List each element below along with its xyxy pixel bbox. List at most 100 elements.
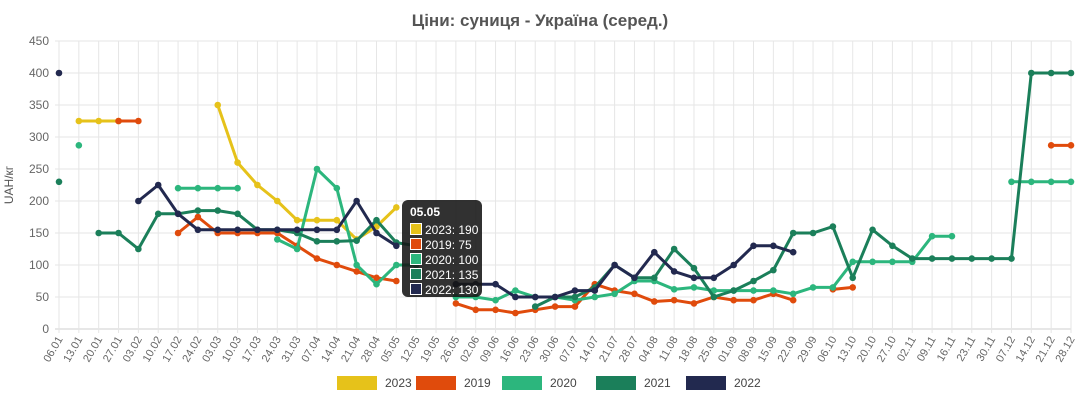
legend-label: 2019: [464, 376, 491, 390]
data-point: [611, 261, 618, 269]
data-point: [591, 293, 599, 301]
data-point: [55, 69, 63, 77]
series-line-2019: [454, 282, 795, 315]
data-point: [234, 210, 241, 218]
data-point: [770, 287, 777, 294]
data-point: [631, 274, 638, 282]
data-point: [353, 268, 360, 275]
data-point: [1067, 178, 1075, 186]
data-point: [531, 293, 539, 301]
data-point: [1008, 255, 1015, 262]
data-point: [333, 238, 341, 245]
data-point: [611, 290, 618, 298]
data-point: [135, 245, 142, 253]
y-tick-label: 100: [29, 258, 49, 272]
data-point: [333, 216, 341, 224]
data-point: [650, 298, 658, 305]
data-point: [273, 236, 281, 243]
series-line-2021: [533, 71, 1073, 309]
tooltip-swatch: [410, 283, 422, 295]
data-point: [254, 226, 261, 234]
data-point: [353, 237, 360, 244]
data-point: [670, 268, 678, 275]
data-point: [750, 287, 757, 294]
tooltip-label: 2021: 135: [425, 268, 479, 282]
data-point: [194, 213, 202, 221]
legend: 2023 2019 2020 2021 2022: [0, 370, 1080, 394]
tooltip-label: 2019: 75: [425, 238, 472, 252]
x-tick-label: 16.11: [935, 335, 959, 364]
data-point: [1067, 69, 1075, 77]
data-point: [95, 229, 102, 237]
data-point: [1008, 178, 1015, 186]
data-point: [333, 261, 341, 269]
data-point: [273, 226, 281, 234]
tooltip-swatch: [410, 223, 422, 235]
data-point: [293, 226, 301, 234]
data-point: [492, 280, 499, 288]
data-point: [1047, 178, 1055, 186]
legend-swatch: [686, 376, 726, 390]
data-point: [690, 274, 698, 282]
data-point: [809, 229, 817, 237]
tooltip-row: 2023: 190: [410, 223, 478, 237]
data-point: [829, 223, 837, 230]
data-point: [591, 287, 599, 294]
x-tick-label: 28.12: [1053, 335, 1077, 365]
y-tick-label: 350: [29, 98, 49, 112]
data-point: [254, 181, 261, 189]
data-point: [531, 303, 539, 310]
data-point: [194, 184, 202, 192]
legend-label: 2022: [734, 376, 761, 390]
y-axis-label: UAH/кг: [2, 165, 16, 204]
data-point: [670, 286, 678, 293]
data-point: [492, 296, 499, 304]
chart-title: Ціни: суниця - Україна (серед.): [412, 11, 668, 30]
legend-swatch: [416, 376, 456, 390]
y-tick-label: 50: [36, 290, 50, 304]
y-tick-label: 250: [29, 162, 49, 176]
tooltip-label: 2022: 130: [425, 283, 479, 297]
data-point: [928, 232, 936, 240]
data-point: [154, 181, 162, 189]
data-point: [710, 293, 718, 301]
x-tick-label: 02.11: [895, 335, 919, 364]
data-point: [750, 277, 757, 285]
data-point: [968, 255, 976, 262]
data-point: [214, 101, 222, 109]
data-point: [869, 258, 876, 266]
data-point: [571, 293, 579, 301]
legend-swatch: [596, 376, 636, 390]
data-point: [889, 258, 896, 266]
data-point: [234, 184, 241, 192]
series-line-2022: [454, 244, 795, 299]
tooltip-swatch: [410, 253, 422, 265]
data-point: [571, 287, 579, 294]
tooltip-row: 2020: 100: [410, 253, 478, 267]
data-point: [690, 264, 698, 272]
y-tick-label: 400: [29, 66, 49, 80]
data-point: [730, 261, 737, 269]
data-point: [214, 226, 222, 234]
tooltip-row: 2019: 75: [410, 238, 472, 252]
data-point: [154, 210, 162, 218]
series-lines: [55, 69, 1075, 317]
data-point: [313, 165, 321, 173]
data-point: [809, 284, 817, 291]
data-point: [194, 226, 202, 234]
data-point: [373, 216, 380, 224]
data-point: [829, 284, 837, 291]
data-point: [710, 274, 718, 282]
data-point: [234, 226, 241, 234]
data-point: [313, 216, 321, 224]
data-point: [789, 296, 797, 304]
data-point: [174, 210, 182, 218]
data-point: [214, 184, 222, 192]
data-point: [908, 255, 916, 262]
x-tick-label: 23.11: [955, 335, 979, 364]
data-point: [849, 284, 857, 291]
data-point: [789, 248, 797, 256]
data-point: [293, 216, 301, 224]
data-point: [115, 117, 122, 125]
data-point: [889, 242, 896, 250]
